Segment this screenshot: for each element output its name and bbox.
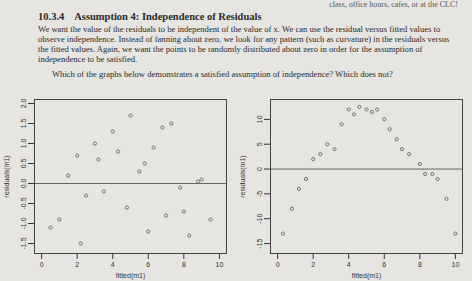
svg-text:2.0: 2.0 <box>20 99 27 109</box>
svg-text:10: 10 <box>451 261 459 268</box>
html-text:We want the value of the resid: We want the value of the residuals to be… <box>38 24 450 64</box>
svg-text:4: 4 <box>111 261 115 268</box>
svg-text:residuals(m1): residuals(m1) <box>239 155 247 197</box>
svg-text:2: 2 <box>311 261 315 268</box>
svg-text:1.5: 1.5 <box>20 119 27 129</box>
svg-text:0: 0 <box>276 261 280 268</box>
svg-text:-1.5: -1.5 <box>20 237 27 249</box>
svg-text:8: 8 <box>182 261 186 268</box>
svg-text:2: 2 <box>75 261 79 268</box>
svg-text:5: 5 <box>256 142 263 146</box>
html-text:Which of the graphs below demo: Which of the graphs below demonstrates a… <box>52 69 393 79</box>
svg-text:0.5: 0.5 <box>20 159 27 169</box>
svg-text:6: 6 <box>382 261 386 268</box>
svg-text:-10: -10 <box>256 214 263 224</box>
svg-text:-5: -5 <box>256 191 263 197</box>
svg-text:10: 10 <box>256 115 263 123</box>
svg-text:-0.5: -0.5 <box>20 197 27 209</box>
svg-text:0.0: 0.0 <box>20 179 27 189</box>
svg-text:fitted(m1): fitted(m1) <box>116 272 146 280</box>
svg-text:6: 6 <box>146 261 150 268</box>
svg-text:residuals(m1): residuals(m1) <box>3 155 11 197</box>
html-text:Assumption 4: Independence of: Assumption 4: Independence of Residuals <box>74 11 262 22</box>
html-text:class, office hours, cafes, or: class, office hours, cafes, or at the CL… <box>329 0 458 9</box>
svg-text:0: 0 <box>256 167 263 171</box>
svg-text:1.0: 1.0 <box>20 139 27 149</box>
svg-text:-15: -15 <box>256 238 263 248</box>
html-text:10.3.4: 10.3.4 <box>38 11 65 22</box>
svg-text:-1.0: -1.0 <box>20 217 27 229</box>
svg-text:8: 8 <box>418 261 422 268</box>
svg-text:fitted(m1): fitted(m1) <box>352 272 382 280</box>
svg-text:10: 10 <box>215 261 223 268</box>
svg-text:4: 4 <box>347 261 351 268</box>
svg-text:0: 0 <box>40 261 44 268</box>
